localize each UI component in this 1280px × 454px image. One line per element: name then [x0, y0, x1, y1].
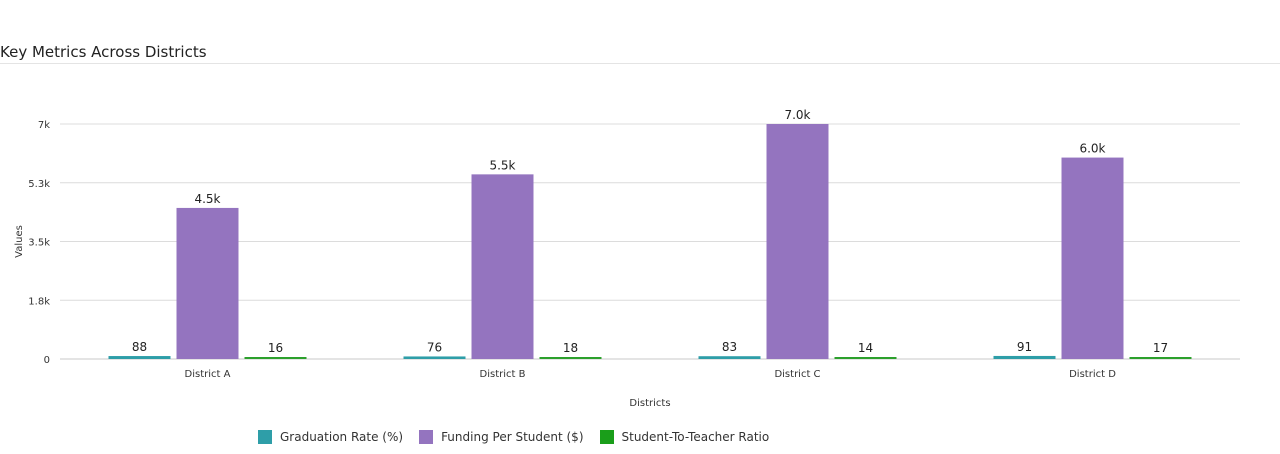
bar-student-to-teacher-ratio-district-a	[244, 357, 307, 359]
bar-funding-per-student-district-a	[176, 207, 239, 359]
data-label: 5.5k	[489, 158, 515, 172]
y-tick-label: 3.5k	[28, 238, 50, 249]
bar-funding-per-student-district-c	[766, 124, 829, 359]
data-label: 18	[563, 341, 578, 355]
data-label: 6.0k	[1079, 142, 1105, 156]
y-tick-label: 0	[44, 355, 50, 366]
legend-item-student-teacher-ratio[interactable]: Student-To-Teacher Ratio	[599, 430, 770, 444]
data-label: 91	[1017, 340, 1032, 354]
legend-label-student-teacher-ratio: Student-To-Teacher Ratio	[621, 430, 770, 444]
x-tick-label: District B	[480, 369, 526, 380]
bar-graduation-rate-district-b	[403, 356, 466, 359]
data-label: 7.0k	[784, 108, 810, 122]
data-label: 76	[427, 340, 442, 354]
bar-graduation-rate-district-d	[993, 355, 1056, 359]
chart-legend: Graduation Rate (%) Funding Per Student …	[258, 430, 785, 444]
bar-student-to-teacher-ratio-district-b	[539, 357, 602, 359]
data-label: 14	[858, 341, 873, 355]
legend-swatch-graduation-rate	[258, 430, 272, 444]
x-tick-label: District C	[774, 369, 820, 380]
data-label: 83	[722, 340, 737, 354]
x-tick-label: District A	[185, 369, 231, 380]
bar-graduation-rate-district-a	[108, 356, 171, 359]
x-tick-label: District D	[1069, 369, 1116, 380]
legend-label-graduation-rate: Graduation Rate (%)	[280, 430, 404, 444]
data-label: 4.5k	[194, 192, 220, 206]
x-axis-label: Districts	[629, 398, 670, 409]
bar-funding-per-student-district-d	[1061, 157, 1124, 359]
y-axis-label: Values	[14, 225, 25, 258]
legend-swatch-student-teacher-ratio	[599, 430, 614, 444]
data-label: 17	[1153, 341, 1168, 355]
legend-item-graduation-rate[interactable]: Graduation Rate (%)	[258, 430, 403, 444]
title-divider	[0, 63, 1280, 64]
data-label: 88	[132, 340, 147, 354]
legend-item-funding-per-student[interactable]: Funding Per Student ($)	[419, 430, 584, 444]
bar-funding-per-student-district-b	[471, 174, 534, 359]
y-tick-label: 7k	[38, 120, 50, 131]
data-label: 16	[268, 341, 283, 355]
bar-graduation-rate-district-c	[698, 356, 761, 359]
bar-student-to-teacher-ratio-district-d	[1129, 357, 1192, 359]
legend-label-funding-per-student: Funding Per Student ($)	[441, 430, 584, 444]
legend-swatch-funding-per-student	[419, 430, 434, 444]
chart-title: Key Metrics Across Districts	[0, 43, 207, 61]
y-tick-label: 1.8k	[28, 296, 50, 307]
bar-student-to-teacher-ratio-district-c	[834, 357, 897, 359]
y-tick-label: 5.3k	[28, 179, 50, 190]
